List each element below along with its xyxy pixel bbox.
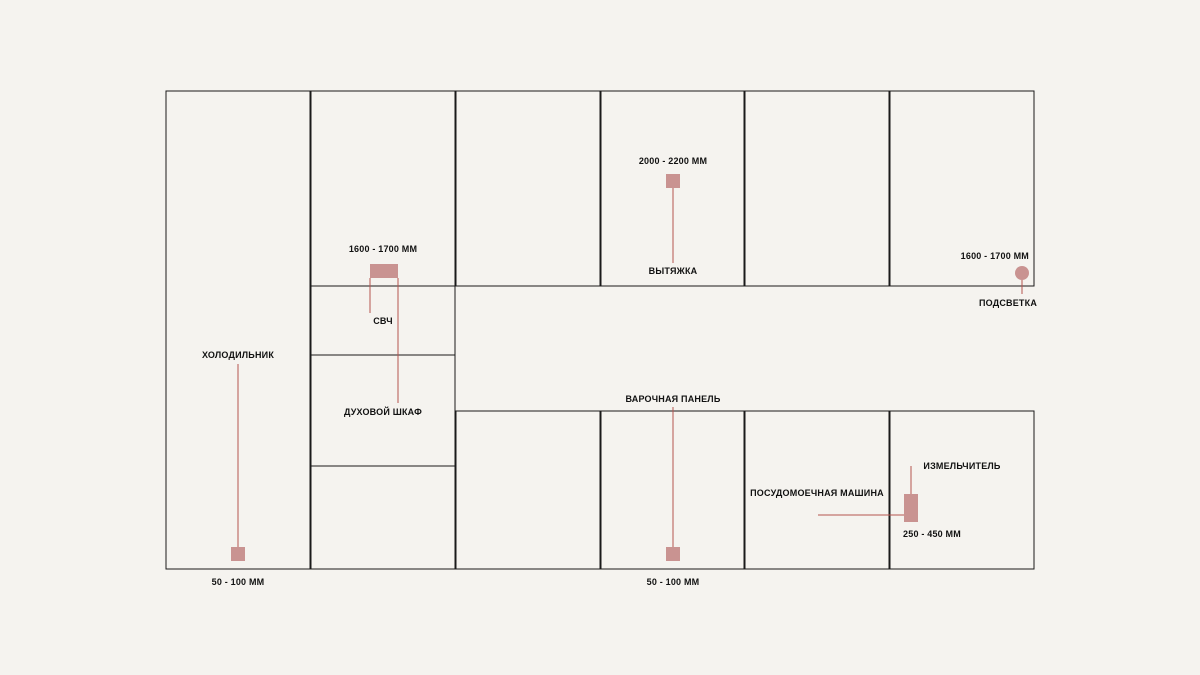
leader-lines: [237, 188, 1023, 547]
disposer-height-label: 250 - 450 ММ: [903, 529, 961, 539]
cooktop-label: ВАРОЧНАЯ ПАНЕЛЬ: [625, 394, 721, 404]
fridge-height-label: 50 - 100 ММ: [211, 577, 265, 587]
dishwasher-label: ПОСУДОМОЕЧНАЯ МАШИНА: [750, 488, 884, 498]
lower-column-cabinet: [310, 465, 456, 570]
base-cabinet-1: [455, 410, 601, 570]
dishwasher-socket-marker: [904, 508, 918, 522]
fridge-column-cabinet: [165, 90, 311, 570]
hood-socket-marker: [666, 174, 680, 188]
microwave-height-label: 1600 - 1700 ММ: [348, 244, 418, 254]
sink-base-cabinet: [889, 410, 1035, 570]
lighting-label: ПОДСВЕТКА: [978, 298, 1038, 308]
microwave-socket-marker: [370, 264, 384, 278]
cooktop-socket-marker: [666, 547, 680, 561]
socket-markers: [231, 174, 1029, 561]
upper-column-cabinet: [310, 90, 456, 287]
cabinets: [165, 90, 1035, 570]
lighting-height-label: 1600 - 1700 ММ: [960, 251, 1029, 261]
oven-label: ДУХОВОЙ ШКАФ: [343, 407, 423, 417]
lighting-socket-marker: [1015, 266, 1029, 280]
wall-cabinet-1: [455, 90, 601, 287]
microwave-label: СВЧ: [373, 316, 393, 326]
dishwasher-base-cabinet: [744, 410, 890, 570]
fridge-socket-marker: [231, 547, 245, 561]
disposer-label: ИЗМЕЛЬЧИТЕЛЬ: [923, 461, 1001, 471]
disposer-socket-marker: [904, 494, 918, 508]
oven-socket-marker: [384, 264, 398, 278]
cooktop-height-label: 50 - 100 ММ: [646, 577, 700, 587]
wall-cabinet-3: [744, 90, 890, 287]
hood-wall-cabinet: [600, 90, 745, 287]
wall-cabinet-4: [889, 90, 1035, 287]
hood-label: ВЫТЯЖКА: [648, 266, 698, 276]
hood-height-label: 2000 - 2200 ММ: [638, 156, 708, 166]
fridge-label: ХОЛОДИЛЬНИК: [201, 350, 275, 360]
